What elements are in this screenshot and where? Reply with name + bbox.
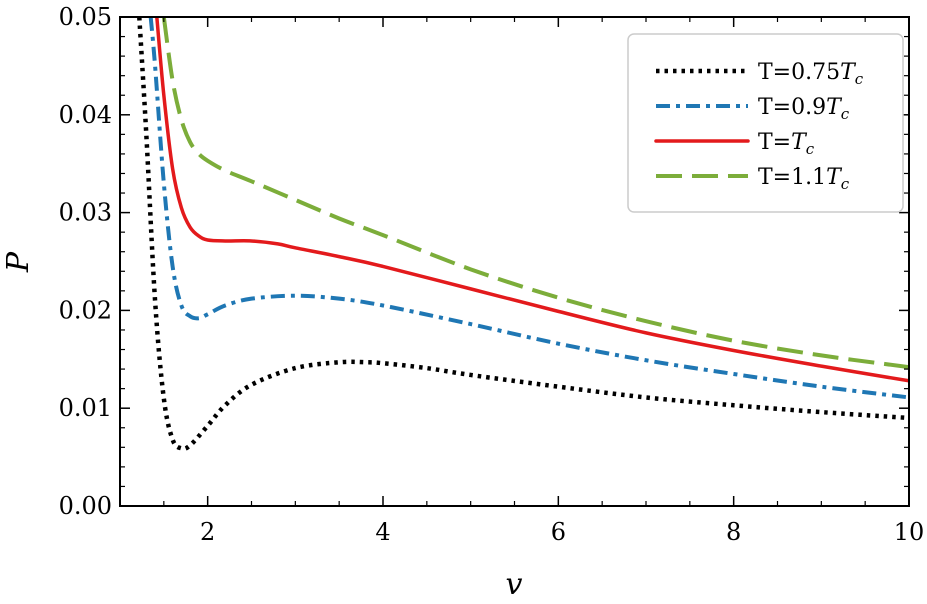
series-line-1 bbox=[137, 17, 909, 452]
x-tick-label: 8 bbox=[726, 518, 741, 546]
legend-label-main: T= bbox=[758, 130, 791, 155]
x-tick-label: 6 bbox=[551, 518, 566, 546]
ticks-layer bbox=[119, 16, 910, 507]
legend-label-3: T=Tc bbox=[758, 130, 815, 158]
y-tick-label: 0.05 bbox=[59, 3, 112, 31]
legend-label-italic: T bbox=[826, 95, 843, 120]
legend-label-main: T=1.1 bbox=[758, 165, 826, 190]
y-tick-label: 0.00 bbox=[59, 492, 112, 520]
legend-label-2: T=0.9Tc bbox=[758, 95, 850, 123]
series-line-3 bbox=[155, 17, 909, 383]
series-layer bbox=[137, 17, 909, 452]
y-axis-title: P bbox=[1, 251, 36, 273]
y-tick-label: 0.04 bbox=[59, 101, 112, 129]
y-tick-label: 0.01 bbox=[59, 394, 112, 422]
legend-label-subscript: c bbox=[841, 105, 850, 123]
tick-labels-layer: 2 4 6 8 10 0.00 0.01 0.02 0.03 0.04 0.05 bbox=[59, 3, 925, 546]
legend-label-subscript: c bbox=[841, 175, 850, 193]
legend-label-1: T=0.75Tc bbox=[758, 60, 864, 88]
x-tick-label: 10 bbox=[894, 518, 925, 546]
series-line-2 bbox=[148, 17, 909, 400]
x-tick-label: 2 bbox=[200, 518, 215, 546]
legend-label-4: T=1.1Tc bbox=[758, 165, 850, 193]
y-tick-label: 0.02 bbox=[59, 296, 112, 324]
legend-label-italic: T bbox=[791, 130, 808, 155]
legend-box bbox=[627, 33, 904, 213]
y-tick-label: 0.03 bbox=[59, 199, 112, 227]
legend-label-main: T=0.75 bbox=[758, 60, 840, 85]
legend-label-subscript: c bbox=[806, 140, 815, 158]
x-tick-label: 4 bbox=[375, 518, 390, 546]
legend-label-italic: T bbox=[826, 165, 843, 190]
legend-label-italic: T bbox=[840, 60, 857, 85]
x-axis-title: v bbox=[506, 567, 523, 602]
legend-label-main: T=0.9 bbox=[758, 95, 826, 120]
series-line-4 bbox=[161, 17, 909, 370]
legend-label-subscript: c bbox=[855, 70, 864, 88]
